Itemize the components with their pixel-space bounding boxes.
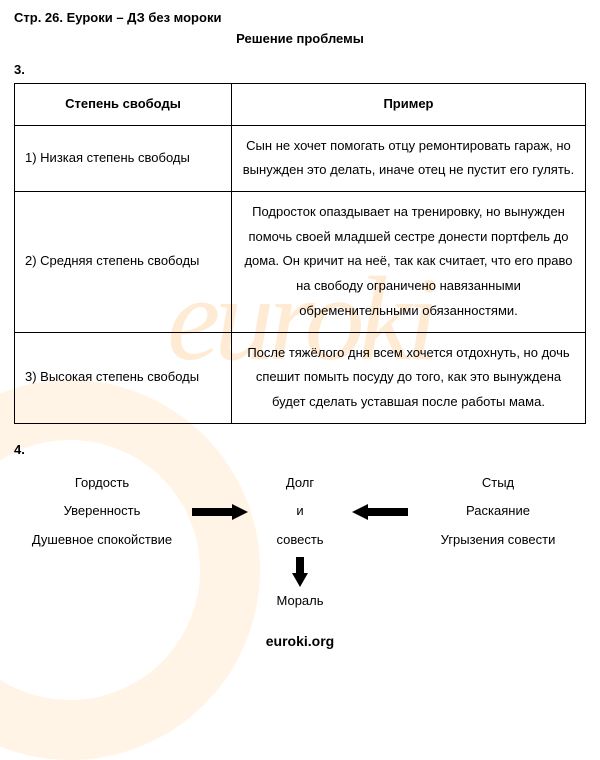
left-item: Уверенность — [14, 499, 190, 524]
center-top: Долг — [250, 473, 350, 494]
cell-example: После тяжёлого дня всем хочется отдохнут… — [231, 332, 585, 423]
cell-degree: 1) Низкая степень свободы — [15, 125, 232, 191]
left-item: Гордость — [14, 471, 190, 496]
table-row: 1) Низкая степень свободы Сын не хочет п… — [15, 125, 586, 191]
freedom-table: Степень свободы Пример 1) Низкая степень… — [14, 83, 586, 424]
table-col-header-2: Пример — [231, 84, 585, 126]
cell-example: Подросток опаздывает на тренировку, но в… — [231, 192, 585, 332]
cell-degree: 2) Средняя степень свободы — [15, 192, 232, 332]
footer-link: euroki.org — [14, 633, 586, 649]
table-row: 2) Средняя степень свободы Подросток опа… — [15, 192, 586, 332]
right-item: Стыд — [410, 471, 586, 496]
question-3-number: 3. — [14, 62, 586, 77]
page-header: Стр. 26. Еуроки – ДЗ без мороки — [14, 10, 586, 25]
question-4-number: 4. — [14, 442, 586, 457]
arrow-left-icon — [350, 504, 410, 520]
center-bottom: совесть — [250, 530, 350, 551]
bottom-label: Мораль — [250, 591, 350, 612]
concept-diagram: Гордость Долг Стыд Уверенность и Раскаян… — [14, 471, 586, 612]
arrow-down-icon — [250, 557, 350, 587]
table-row: 3) Высокая степень свободы После тяжёлог… — [15, 332, 586, 423]
table-col-header-1: Степень свободы — [15, 84, 232, 126]
left-item: Душевное спокойствие — [14, 528, 190, 553]
right-item: Раскаяние — [410, 499, 586, 524]
page-subtitle: Решение проблемы — [14, 31, 586, 46]
right-item: Угрызения совести — [410, 528, 586, 553]
arrow-right-icon — [190, 504, 250, 520]
cell-example: Сын не хочет помогать отцу ремонтировать… — [231, 125, 585, 191]
center-mid: и — [250, 501, 350, 522]
cell-degree: 3) Высокая степень свободы — [15, 332, 232, 423]
